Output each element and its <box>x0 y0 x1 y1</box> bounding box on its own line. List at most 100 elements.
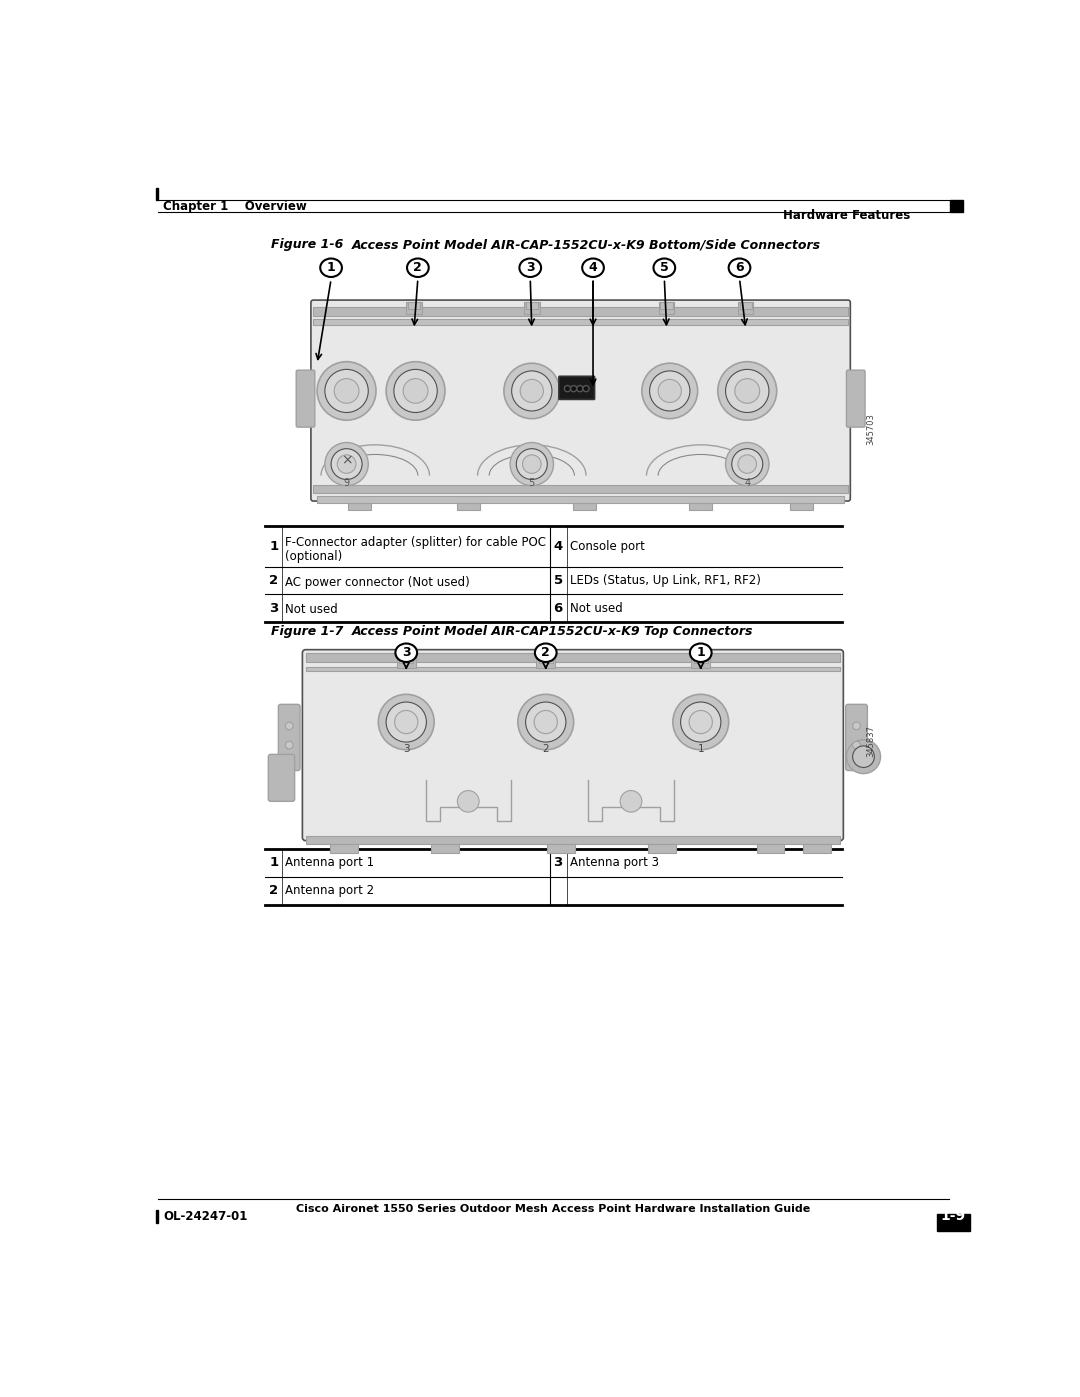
Bar <box>738 302 754 314</box>
Bar <box>539 657 553 662</box>
Text: 5: 5 <box>529 478 535 489</box>
Bar <box>789 503 813 510</box>
Text: 1-9: 1-9 <box>941 1210 966 1224</box>
Circle shape <box>516 448 548 479</box>
FancyBboxPatch shape <box>311 300 850 502</box>
Text: 4: 4 <box>744 478 751 489</box>
Bar <box>313 485 848 493</box>
Circle shape <box>565 386 570 391</box>
Circle shape <box>387 362 445 420</box>
Ellipse shape <box>729 258 751 277</box>
FancyBboxPatch shape <box>296 370 314 427</box>
Text: 4: 4 <box>589 261 597 274</box>
Bar <box>330 844 359 854</box>
Circle shape <box>738 455 757 474</box>
Bar <box>313 320 848 326</box>
Bar <box>661 302 673 309</box>
FancyBboxPatch shape <box>847 370 865 427</box>
Ellipse shape <box>519 258 541 277</box>
Circle shape <box>523 455 541 474</box>
Circle shape <box>325 443 368 486</box>
Text: 3: 3 <box>554 856 563 869</box>
Ellipse shape <box>321 258 342 277</box>
Circle shape <box>734 379 759 404</box>
Circle shape <box>726 369 769 412</box>
Bar <box>950 200 962 212</box>
Bar <box>659 302 674 314</box>
Text: 5: 5 <box>554 574 563 587</box>
Text: 2: 2 <box>269 884 279 897</box>
Text: 1: 1 <box>269 856 279 869</box>
Bar <box>524 302 540 314</box>
Text: Chapter 1    Overview: Chapter 1 Overview <box>163 200 307 212</box>
Text: Antenna port 1: Antenna port 1 <box>285 856 375 869</box>
FancyBboxPatch shape <box>279 704 300 771</box>
Text: 2: 2 <box>269 574 279 587</box>
Bar <box>406 302 422 314</box>
Circle shape <box>394 711 418 733</box>
Circle shape <box>732 448 762 479</box>
Text: Access Point Model AIR-CAP1552CU-x-K9 Top Connectors: Access Point Model AIR-CAP1552CU-x-K9 To… <box>352 624 754 637</box>
Circle shape <box>577 386 583 391</box>
Circle shape <box>318 362 376 420</box>
Text: 1: 1 <box>698 745 704 754</box>
Bar <box>156 187 159 200</box>
Bar <box>937 1214 970 1231</box>
FancyBboxPatch shape <box>846 704 867 771</box>
Text: 9: 9 <box>343 478 350 489</box>
Circle shape <box>570 386 577 391</box>
Text: Antenna port 3: Antenna port 3 <box>570 856 659 869</box>
Ellipse shape <box>395 644 417 662</box>
Ellipse shape <box>535 644 556 662</box>
Circle shape <box>325 369 368 412</box>
Bar <box>306 666 840 671</box>
Bar <box>400 657 414 662</box>
Bar <box>693 657 707 662</box>
Text: 2: 2 <box>541 647 550 659</box>
Circle shape <box>642 363 698 419</box>
Bar <box>156 1210 159 1222</box>
Circle shape <box>689 711 713 733</box>
Bar <box>740 302 752 309</box>
Text: Cisco Aironet 1550 Series Outdoor Mesh Access Point Hardware Installation Guide: Cisco Aironet 1550 Series Outdoor Mesh A… <box>296 1204 811 1214</box>
Text: 3: 3 <box>269 602 279 615</box>
Circle shape <box>378 694 434 750</box>
Circle shape <box>394 369 437 412</box>
Circle shape <box>403 379 428 404</box>
Circle shape <box>510 443 554 486</box>
Circle shape <box>521 380 543 402</box>
Circle shape <box>718 362 777 420</box>
Circle shape <box>673 694 729 750</box>
Circle shape <box>658 380 681 402</box>
Bar <box>548 844 576 854</box>
Bar <box>572 503 596 510</box>
Circle shape <box>517 694 573 750</box>
Text: 3: 3 <box>402 647 410 659</box>
Bar <box>348 503 372 510</box>
Circle shape <box>649 372 690 411</box>
Text: AC power connector (Not used): AC power connector (Not used) <box>285 576 470 588</box>
Bar <box>431 844 459 854</box>
Ellipse shape <box>690 644 712 662</box>
Circle shape <box>285 742 293 749</box>
Circle shape <box>334 379 359 404</box>
Bar <box>526 302 538 309</box>
Text: 345703: 345703 <box>866 414 875 446</box>
Bar <box>408 302 420 309</box>
Circle shape <box>535 711 557 733</box>
Circle shape <box>852 742 861 749</box>
Text: 2: 2 <box>542 745 549 754</box>
Circle shape <box>337 455 356 474</box>
Text: Figure 1-7: Figure 1-7 <box>271 624 343 637</box>
Circle shape <box>726 443 769 486</box>
Text: Figure 1-6: Figure 1-6 <box>271 237 343 251</box>
Text: 3: 3 <box>403 745 409 754</box>
Circle shape <box>680 703 721 742</box>
Circle shape <box>387 703 427 742</box>
Text: 6: 6 <box>554 602 563 615</box>
Text: 1: 1 <box>697 647 705 659</box>
Bar <box>648 844 676 854</box>
Text: 4: 4 <box>554 541 563 553</box>
Text: Console port: Console port <box>570 541 645 553</box>
Circle shape <box>458 791 480 812</box>
